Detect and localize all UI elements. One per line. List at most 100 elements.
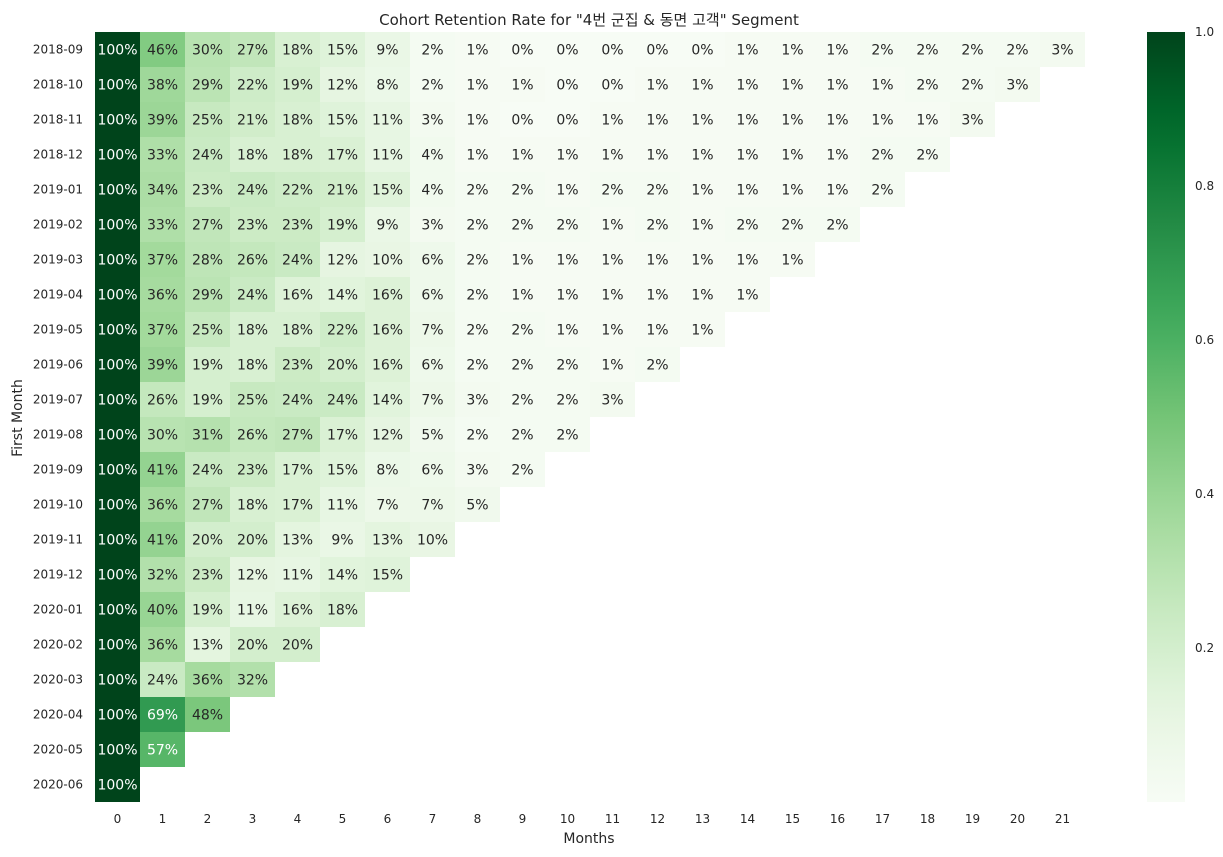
heatmap-cell (410, 67, 455, 102)
heatmap-cell-label: 2% (916, 43, 938, 59)
heatmap-cell-label: 1% (556, 148, 578, 164)
heatmap-cell (95, 207, 140, 242)
heatmap-cell (770, 32, 815, 67)
heatmap-cell-label: 22% (282, 183, 313, 199)
heatmap-cell (410, 312, 455, 347)
heatmap-cell (95, 172, 140, 207)
heatmap-cell (545, 207, 590, 242)
heatmap-cell-label: 26% (147, 393, 178, 409)
heatmap-cell (500, 172, 545, 207)
heatmap-cell-label: 1% (736, 43, 758, 59)
x-tick-label: 3 (249, 812, 257, 826)
heatmap-cell-label: 1% (736, 78, 758, 94)
heatmap-cell (635, 172, 680, 207)
y-tick-label: 2018-11 (33, 113, 83, 127)
heatmap-cell-label: 18% (282, 43, 313, 59)
heatmap-cell (410, 277, 455, 312)
heatmap-cell (185, 32, 230, 67)
heatmap-cell (770, 137, 815, 172)
heatmap-cell-label: 23% (237, 218, 268, 234)
heatmap-cell-label: 4% (421, 148, 443, 164)
heatmap-cell (680, 32, 725, 67)
heatmap-cell (140, 697, 185, 732)
heatmap-cell-label: 3% (466, 393, 488, 409)
heatmap-cell (545, 67, 590, 102)
heatmap-cell-label: 100% (97, 78, 137, 94)
colorbar-tick-label: 0.8 (1195, 179, 1214, 193)
heatmap-cell (500, 242, 545, 277)
heatmap-cell-label: 2% (421, 43, 443, 59)
heatmap-cell (500, 347, 545, 382)
heatmap-cell (365, 452, 410, 487)
heatmap-cell (680, 172, 725, 207)
heatmap-cell (185, 137, 230, 172)
heatmap-cell (185, 102, 230, 137)
heatmap-cell-label: 29% (192, 288, 223, 304)
heatmap-cell-label: 1% (826, 183, 848, 199)
y-tick-label: 2018-12 (33, 148, 83, 162)
heatmap-cell-label: 25% (192, 323, 223, 339)
x-tick-label: 18 (920, 812, 935, 826)
heatmap-cell-label: 19% (192, 358, 223, 374)
heatmap-cell-label: 1% (646, 288, 668, 304)
y-tick-label: 2019-04 (33, 288, 83, 302)
heatmap-cell-label: 30% (147, 428, 178, 444)
heatmap-cell (95, 102, 140, 137)
heatmap-cell-label: 26% (237, 428, 268, 444)
y-tick-label: 2019-06 (33, 358, 83, 372)
heatmap-cell (95, 452, 140, 487)
heatmap-cell-label: 32% (237, 673, 268, 689)
heatmap-cell-label: 1% (736, 288, 758, 304)
heatmap-cell (275, 452, 320, 487)
heatmap-cell-label: 41% (147, 463, 178, 479)
chart-title: Cohort Retention Rate for "4번 군집 & 동면 고객… (379, 11, 799, 29)
heatmap-cell-label: 2% (916, 78, 938, 94)
heatmap-cell-label: 18% (282, 323, 313, 339)
heatmap-cell-label: 1% (691, 253, 713, 269)
heatmap-cell (815, 32, 860, 67)
heatmap-cell-label: 1% (826, 43, 848, 59)
heatmap-cell-label: 100% (97, 428, 137, 444)
heatmap-cell-label: 20% (237, 638, 268, 654)
heatmap-cell (410, 487, 455, 522)
heatmap-cell (725, 32, 770, 67)
y-tick-label: 2019-12 (33, 568, 83, 582)
heatmap-cell-label: 20% (282, 638, 313, 654)
heatmap-cell-label: 100% (97, 43, 137, 59)
heatmap-cell-label: 1% (781, 253, 803, 269)
heatmap-cell-label: 2% (736, 218, 758, 234)
heatmap-cell (320, 452, 365, 487)
y-tick-label: 2019-01 (33, 183, 83, 197)
heatmap-cell (815, 67, 860, 102)
heatmap-cell-label: 1% (511, 148, 533, 164)
heatmap-cell (140, 67, 185, 102)
heatmap-cell (590, 67, 635, 102)
x-tick-label: 15 (785, 812, 800, 826)
heatmap-cell (95, 67, 140, 102)
heatmap-cell (140, 522, 185, 557)
heatmap-cell-label: 18% (282, 113, 313, 129)
heatmap-cell (815, 172, 860, 207)
heatmap-cell-label: 0% (691, 43, 713, 59)
heatmap-cell-label: 6% (421, 288, 443, 304)
heatmap-cell (275, 242, 320, 277)
heatmap-cell-label: 1% (691, 323, 713, 339)
heatmap-cell (185, 662, 230, 697)
heatmap-cell (320, 242, 365, 277)
heatmap-cell (230, 522, 275, 557)
heatmap-cell-label: 24% (282, 253, 313, 269)
heatmap-cell (320, 32, 365, 67)
heatmap-cell-label: 1% (781, 113, 803, 129)
heatmap-cell-label: 3% (961, 113, 983, 129)
heatmap-cell-label: 12% (327, 78, 358, 94)
heatmap-cell (230, 172, 275, 207)
heatmap-cell (500, 102, 545, 137)
heatmap-cell (185, 347, 230, 382)
heatmap-cell-label: 20% (327, 358, 358, 374)
heatmap-cell (230, 347, 275, 382)
heatmap-cell (815, 137, 860, 172)
heatmap-cell-label: 9% (376, 43, 398, 59)
heatmap-cell-label: 0% (556, 78, 578, 94)
x-tick-label: 19 (965, 812, 980, 826)
heatmap-cell-label: 1% (736, 113, 758, 129)
